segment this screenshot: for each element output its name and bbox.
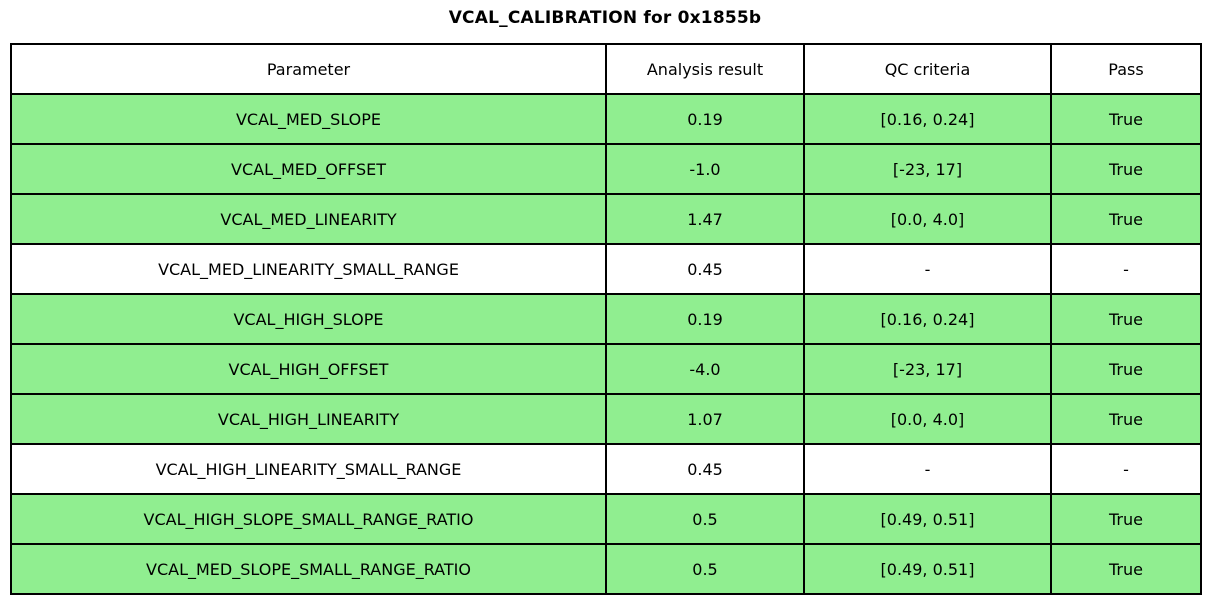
cell-parameter: VCAL_HIGH_LINEARITY bbox=[10, 393, 607, 445]
cell-analysis-result: 1.07 bbox=[605, 393, 805, 445]
cell-pass: True bbox=[1050, 543, 1202, 595]
table-row: VCAL_MED_LINEARITY 1.47 [0.0, 4.0] True bbox=[10, 193, 1202, 245]
cell-qc-criteria: [0.49, 0.51] bbox=[803, 493, 1052, 545]
cell-qc-criteria: - bbox=[803, 443, 1052, 495]
cell-pass: - bbox=[1050, 443, 1202, 495]
cell-parameter: VCAL_MED_SLOPE_SMALL_RANGE_RATIO bbox=[10, 543, 607, 595]
cell-analysis-result: 0.45 bbox=[605, 243, 805, 295]
cell-parameter: VCAL_HIGH_OFFSET bbox=[10, 343, 607, 395]
cell-analysis-result: 0.45 bbox=[605, 443, 805, 495]
col-header-analysis-result: Analysis result bbox=[605, 43, 805, 95]
cell-qc-criteria: [-23, 17] bbox=[803, 143, 1052, 195]
cell-pass: True bbox=[1050, 493, 1202, 545]
cell-pass: True bbox=[1050, 293, 1202, 345]
header-row: Parameter Analysis result QC criteria Pa… bbox=[10, 43, 1202, 95]
table-row: VCAL_MED_SLOPE 0.19 [0.16, 0.24] True bbox=[10, 93, 1202, 145]
cell-parameter: VCAL_HIGH_SLOPE bbox=[10, 293, 607, 345]
cell-parameter: VCAL_MED_SLOPE bbox=[10, 93, 607, 145]
cell-qc-criteria: - bbox=[803, 243, 1052, 295]
cell-parameter: VCAL_HIGH_SLOPE_SMALL_RANGE_RATIO bbox=[10, 493, 607, 545]
cell-analysis-result: 0.5 bbox=[605, 493, 805, 545]
table-row: VCAL_MED_SLOPE_SMALL_RANGE_RATIO 0.5 [0.… bbox=[10, 543, 1202, 595]
cell-pass: True bbox=[1050, 193, 1202, 245]
cell-parameter: VCAL_HIGH_LINEARITY_SMALL_RANGE bbox=[10, 443, 607, 495]
cell-qc-criteria: [0.16, 0.24] bbox=[803, 93, 1052, 145]
col-header-pass: Pass bbox=[1050, 43, 1202, 95]
table-row: VCAL_HIGH_SLOPE 0.19 [0.16, 0.24] True bbox=[10, 293, 1202, 345]
figure-title: VCAL_CALIBRATION for 0x1855b bbox=[448, 8, 762, 28]
cell-parameter: VCAL_MED_LINEARITY_SMALL_RANGE bbox=[10, 243, 607, 295]
cell-qc-criteria: [0.0, 4.0] bbox=[803, 193, 1052, 245]
cell-qc-criteria: [-23, 17] bbox=[803, 343, 1052, 395]
table-row: VCAL_HIGH_SLOPE_SMALL_RANGE_RATIO 0.5 [0… bbox=[10, 493, 1202, 545]
table-row: VCAL_HIGH_OFFSET -4.0 [-23, 17] True bbox=[10, 343, 1202, 395]
cell-analysis-result: -4.0 bbox=[605, 343, 805, 395]
cell-pass: True bbox=[1050, 343, 1202, 395]
cell-qc-criteria: [0.0, 4.0] bbox=[803, 393, 1052, 445]
cell-qc-criteria: [0.49, 0.51] bbox=[803, 543, 1052, 595]
cell-parameter: VCAL_MED_OFFSET bbox=[10, 143, 607, 195]
cell-analysis-result: 0.19 bbox=[605, 293, 805, 345]
cell-qc-criteria: [0.16, 0.24] bbox=[803, 293, 1052, 345]
col-header-parameter: Parameter bbox=[10, 43, 607, 95]
cell-pass: True bbox=[1050, 143, 1202, 195]
table-row: VCAL_MED_LINEARITY_SMALL_RANGE 0.45 - - bbox=[10, 243, 1202, 295]
cell-pass: - bbox=[1050, 243, 1202, 295]
cell-analysis-result: 0.19 bbox=[605, 93, 805, 145]
cell-analysis-result: 1.47 bbox=[605, 193, 805, 245]
cell-pass: True bbox=[1050, 393, 1202, 445]
table-row: VCAL_HIGH_LINEARITY_SMALL_RANGE 0.45 - - bbox=[10, 443, 1202, 495]
col-header-qc-criteria: QC criteria bbox=[803, 43, 1052, 95]
cell-analysis-result: 0.5 bbox=[605, 543, 805, 595]
qc-results-table: Parameter Analysis result QC criteria Pa… bbox=[10, 43, 1202, 595]
cell-analysis-result: -1.0 bbox=[605, 143, 805, 195]
cell-pass: True bbox=[1050, 93, 1202, 145]
table-row: VCAL_MED_OFFSET -1.0 [-23, 17] True bbox=[10, 143, 1202, 195]
table-row: VCAL_HIGH_LINEARITY 1.07 [0.0, 4.0] True bbox=[10, 393, 1202, 445]
cell-parameter: VCAL_MED_LINEARITY bbox=[10, 193, 607, 245]
